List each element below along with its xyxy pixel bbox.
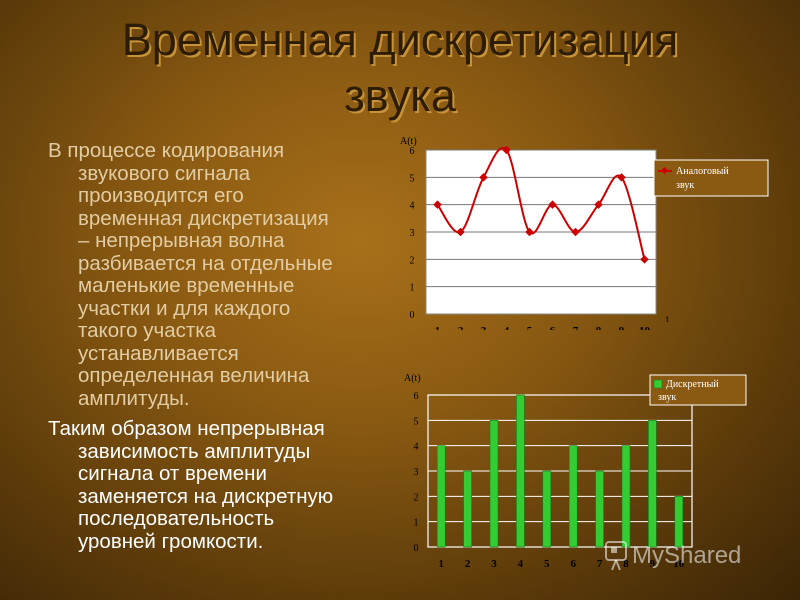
text-line: амплитуды. xyxy=(78,386,190,410)
y-axis-label: A(t) xyxy=(400,136,417,147)
legend-box xyxy=(649,374,747,406)
legend-label: звук xyxy=(676,180,694,191)
y-tick-label: 1 xyxy=(410,283,415,294)
y-tick-label: 0 xyxy=(414,543,419,554)
legend-label: звук xyxy=(658,392,676,403)
text-line: уровней громкости. xyxy=(78,529,264,553)
x-tick-label: 7 xyxy=(573,325,579,330)
text-line: Таким образом непрерывная xyxy=(48,417,325,440)
x-tick-label: 8 xyxy=(623,558,629,570)
body-text: В процессе кодирования звукового сигнала п… xyxy=(48,139,393,553)
x-tick-label: 3 xyxy=(481,325,487,330)
y-tick-label: 6 xyxy=(414,391,419,402)
data-point xyxy=(479,173,488,182)
text-line: зависимость амплитуды xyxy=(78,439,311,463)
bar xyxy=(674,496,684,548)
text-line: участки и для каждого xyxy=(78,296,291,320)
y-tick-label: 2 xyxy=(414,492,419,503)
series-line xyxy=(436,146,646,260)
bar xyxy=(648,420,657,548)
y-axis-label: A(t) xyxy=(404,373,421,384)
watermark-icon: MyShared xyxy=(605,541,741,571)
x-tick-label: 4 xyxy=(504,325,510,330)
x-tick-label: 10 xyxy=(673,558,685,570)
x-tick-label: 6 xyxy=(550,325,556,330)
bar xyxy=(621,445,631,548)
bar xyxy=(568,445,578,548)
text-line: такого участка xyxy=(78,319,217,342)
x-tick-label: 5 xyxy=(527,325,533,330)
text-line: определенная величина xyxy=(78,364,310,387)
y-tick-label: 5 xyxy=(414,416,419,427)
x-tick-label: 6 xyxy=(570,558,576,570)
legend: Аналоговый звук xyxy=(653,159,769,197)
bar xyxy=(436,445,446,548)
legend-box xyxy=(653,159,769,197)
x-tick-label: 8 xyxy=(596,325,602,330)
x-axis-label: t xyxy=(666,314,669,325)
analog-line-chart: 0 1 2 3 4 5 6 1 2 3 4 5 6 7 8 9 10 A(t) t Аналоговый звук xyxy=(392,130,782,337)
text-line: разбивается на отдельные xyxy=(78,251,333,275)
legend-label: Аналоговый xyxy=(676,166,729,177)
text-line: – непрерывная волна xyxy=(78,229,285,252)
paragraph-2: Таким образом непрерывная зависимость амп… xyxy=(48,417,393,553)
y-tick-label: 3 xyxy=(410,228,415,239)
text-line: последовательность xyxy=(78,507,275,530)
bar xyxy=(595,470,604,548)
text-line: временная дискретизация xyxy=(78,206,329,230)
x-tick-label: 5 xyxy=(544,558,550,570)
line-chart-svg: 0 1 2 3 4 5 6 1 2 3 4 5 6 7 8 9 10 A(t) t Аналоговый звук xyxy=(400,136,769,337)
bar xyxy=(542,470,552,548)
title-line-1: Временная дискретизация xyxy=(121,14,679,65)
text-line: устанавливается xyxy=(78,341,239,365)
x-tick-label: 9 xyxy=(650,558,656,570)
legend: Дискретный звук xyxy=(649,374,747,406)
title-line-2: звука xyxy=(344,70,456,121)
text-line: сигнала от времени xyxy=(78,462,267,485)
legend-marker xyxy=(660,166,669,175)
text-line: В процессе кодирования xyxy=(48,139,285,162)
watermark-text: MyShared xyxy=(632,542,741,569)
y-tick-label: 2 xyxy=(410,255,415,266)
x-tick-label: 1 xyxy=(435,325,441,330)
y-tick-label: 3 xyxy=(414,467,419,478)
x-tick-label: 10 xyxy=(639,325,651,330)
paragraph-1: В процессе кодирования звукового сигнала п… xyxy=(48,139,393,410)
bar xyxy=(516,394,525,548)
legend-label: Дискретный xyxy=(666,379,719,390)
y-tick-label: 1 xyxy=(414,518,419,529)
text-line: заменяется на дискретную xyxy=(78,484,334,508)
y-tick-label: 6 xyxy=(410,146,415,157)
x-tick-label: 7 xyxy=(597,558,603,570)
bar xyxy=(463,470,472,548)
text-line: звукового сигнала xyxy=(78,161,251,185)
text-line: маленькие временные xyxy=(78,274,295,297)
y-tick-label: 4 xyxy=(414,442,419,453)
data-point xyxy=(433,200,442,209)
slide-title: Временная дискретизация звука xyxy=(0,12,800,124)
legend-marker xyxy=(653,379,663,389)
data-point xyxy=(502,145,511,155)
x-tick-label: 4 xyxy=(518,558,524,570)
x-tick-label: 3 xyxy=(491,558,497,570)
data-point xyxy=(456,227,465,237)
y-tick-label: 5 xyxy=(410,173,415,184)
text-line: производится его xyxy=(78,184,244,207)
x-tick-label: 1 xyxy=(438,558,444,570)
x-tick-label: 2 xyxy=(465,558,471,570)
y-tick-label: 0 xyxy=(410,310,415,321)
bar xyxy=(489,420,499,548)
watermark-logo: MyShared xyxy=(600,534,790,574)
x-tick-label: 9 xyxy=(619,325,625,330)
y-tick-label: 4 xyxy=(410,201,415,212)
x-tick-label: 2 xyxy=(458,325,464,330)
